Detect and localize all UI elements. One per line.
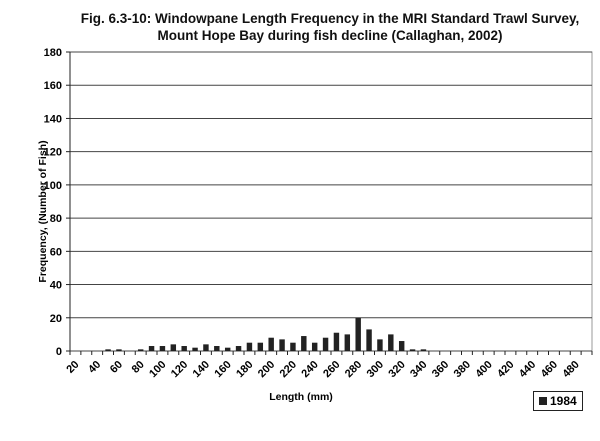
bar [388, 334, 394, 351]
bar [301, 336, 307, 351]
bar [290, 342, 296, 351]
x-tick-label: 200 [256, 359, 277, 380]
bar [137, 349, 144, 351]
bar [366, 329, 372, 351]
bar [355, 317, 361, 351]
bar [246, 342, 253, 351]
y-tick-label: 20 [50, 313, 62, 325]
y-axis-label: Frequency, (Number of Fish) [37, 140, 49, 282]
x-tick-label: 380 [452, 359, 473, 380]
y-tick-label: 40 [50, 280, 62, 292]
bar [398, 341, 405, 351]
x-tick-label: 260 [321, 359, 342, 380]
x-tick-label: 140 [191, 359, 212, 380]
bar [322, 337, 329, 351]
x-tick-label: 300 [365, 359, 386, 380]
x-tick-label: 40 [86, 359, 103, 376]
x-tick-label: 80 [130, 359, 147, 376]
bar [311, 342, 318, 351]
bar [170, 344, 177, 351]
y-tick-label: 60 [50, 246, 62, 258]
x-tick-label: 20 [64, 359, 81, 376]
x-tick-label: 360 [430, 359, 451, 380]
x-tick-label: 160 [212, 359, 233, 380]
bar [268, 337, 274, 351]
bar [377, 339, 383, 351]
bar [105, 349, 111, 351]
chart-title: Fig. 6.3-10: Windowpane Length Frequency… [80, 11, 580, 43]
legend-label: 1984 [550, 394, 577, 408]
bar [214, 346, 220, 351]
bar [344, 334, 351, 351]
x-tick-label: 180 [234, 359, 255, 380]
x-tick-label: 400 [473, 359, 494, 380]
x-tick-label: 100 [147, 359, 168, 380]
bar [235, 346, 242, 351]
x-tick-label: 480 [560, 359, 581, 380]
y-tick-label: 160 [44, 80, 62, 92]
x-tick-label: 240 [299, 359, 320, 380]
bar [409, 349, 416, 351]
bar [420, 349, 427, 351]
y-tick-label: 140 [44, 113, 62, 125]
y-tick-label: 0 [56, 346, 62, 358]
x-axis-label: Length (mm) [269, 391, 333, 403]
y-tick-label: 120 [44, 147, 62, 159]
x-tick-label: 340 [408, 359, 429, 380]
bar [181, 346, 187, 351]
plot-border [69, 51, 593, 352]
y-tick-label: 100 [44, 180, 62, 192]
bar [279, 339, 285, 351]
bar [224, 347, 231, 351]
x-tick-label: 320 [386, 359, 407, 380]
legend-swatch [539, 397, 547, 405]
x-tick-label: 120 [169, 359, 190, 380]
bar [192, 347, 198, 351]
x-tick-label: 60 [108, 359, 125, 376]
bar [333, 332, 340, 351]
bar [148, 346, 155, 351]
x-tick-label: 280 [343, 359, 364, 380]
x-tick-label: 420 [495, 359, 516, 380]
bar [203, 344, 209, 351]
bar [257, 342, 264, 351]
bar [116, 349, 122, 351]
legend: 1984 [533, 391, 583, 411]
x-tick-label: 460 [539, 359, 560, 380]
y-tick-label: 80 [50, 213, 62, 225]
bar [159, 346, 166, 351]
x-tick-label: 220 [278, 359, 299, 380]
x-tick-label: 440 [517, 359, 538, 380]
y-tick-label: 180 [44, 47, 62, 59]
